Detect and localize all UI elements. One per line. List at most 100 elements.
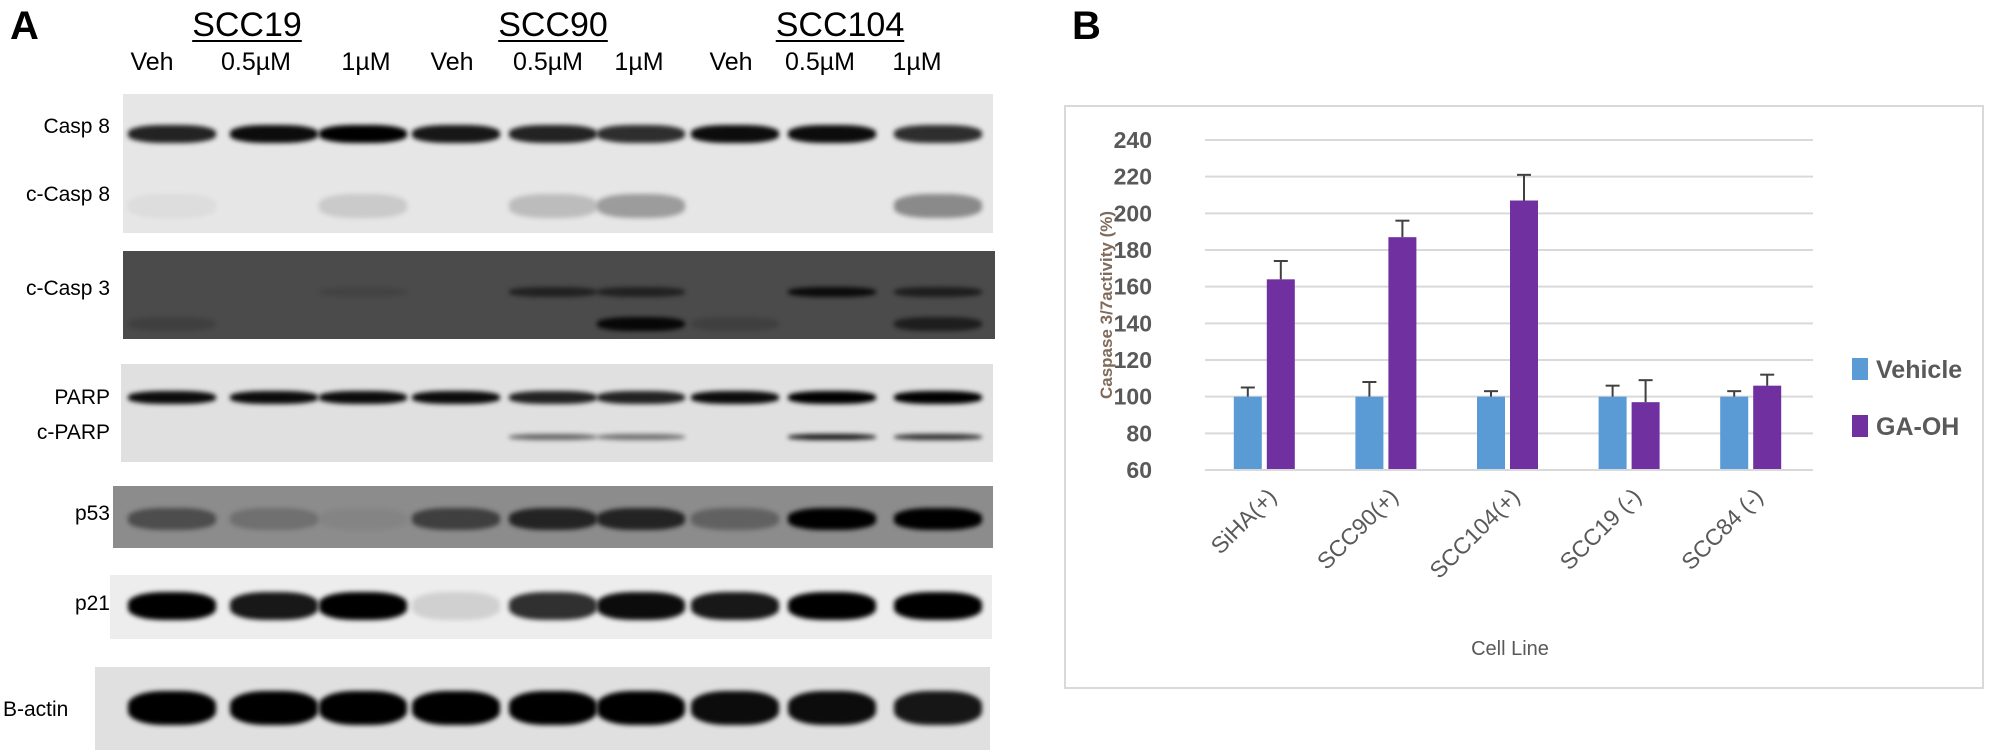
lane-label: 1µM (892, 48, 942, 76)
blot-band (230, 508, 318, 530)
blot-band (788, 287, 876, 297)
legend-label: Vehicle (1876, 356, 1962, 384)
parp-blot (121, 364, 993, 462)
y-tick-label: 180 (1114, 237, 1152, 263)
blot-band (894, 125, 982, 143)
blot-band (128, 194, 216, 218)
lane-label: 1µM (341, 48, 391, 76)
blot-band (691, 508, 779, 530)
blot-band (788, 434, 876, 440)
p53-blot (113, 486, 993, 548)
y-tick-label: 240 (1114, 127, 1152, 153)
blot-band (894, 317, 982, 331)
x-tick-label: SCC90(+) (1312, 483, 1403, 574)
blot-band (691, 691, 779, 725)
blot-row-label: Casp 8 (43, 115, 110, 138)
blot-band (230, 592, 318, 620)
y-tick-label: 60 (1126, 457, 1152, 483)
blot-band (597, 287, 685, 297)
blot-band (509, 391, 597, 404)
lane-label: 0.5µM (785, 48, 855, 76)
blot-band (128, 391, 216, 404)
blot-band (788, 592, 876, 620)
blot-row-label: B-actin (3, 698, 69, 721)
lane-label: 1µM (614, 48, 664, 76)
blot-band (128, 125, 216, 143)
legend-label: GA-OH (1876, 413, 1959, 441)
blot-band (319, 592, 407, 620)
blot-band (509, 434, 597, 440)
blot-band (597, 691, 685, 725)
blot-band (894, 691, 982, 725)
y-tick-label: 140 (1114, 310, 1152, 336)
blot-row-label: c-PARP (36, 421, 110, 444)
casp8-blot (123, 94, 993, 233)
blot-band (230, 691, 318, 725)
blot-band (788, 125, 876, 143)
blot-band (597, 434, 685, 440)
p21-blot (110, 575, 992, 639)
cell-line-heading: SCC104 (775, 6, 905, 44)
blot-row-label: p53 (74, 502, 110, 525)
legend-swatch (1852, 358, 1868, 380)
panel-b-label: B (1072, 4, 1101, 48)
y-tick-label: 200 (1114, 200, 1152, 226)
blot-band (412, 391, 500, 404)
y-tick-label: 120 (1114, 347, 1152, 373)
blot-band (691, 317, 779, 331)
blot-band (597, 592, 685, 620)
blot-band (597, 125, 685, 143)
blot-band (597, 317, 685, 331)
blot-band (509, 691, 597, 725)
blot-row-label: c-Casp 8 (25, 183, 110, 206)
bar-ga-oh (1510, 200, 1538, 470)
blot-band (597, 508, 685, 530)
bar-ga-oh (1388, 237, 1417, 470)
lane-label: Veh (709, 48, 753, 76)
blot-band (319, 691, 407, 725)
blot-band (128, 691, 216, 725)
blot-row-label: c-Casp 3 (25, 277, 110, 300)
bar-vehicle (1477, 396, 1505, 470)
blot-band (788, 391, 876, 404)
blot-band (509, 287, 597, 297)
panel-a-label: A (10, 4, 39, 48)
c-casp3-blot (123, 251, 995, 339)
blot-band (597, 391, 685, 404)
blot-band (894, 391, 982, 404)
bar-ga-oh (1266, 279, 1295, 470)
y-axis-label: Caspase 3/7activity (%) (1097, 211, 1116, 399)
blot-band (691, 592, 779, 620)
blot-band (128, 592, 216, 620)
blot-band (319, 194, 407, 218)
blot-row-label: p21 (74, 592, 110, 615)
y-tick-label: 220 (1114, 164, 1152, 190)
bar-vehicle (1720, 396, 1749, 470)
cell-line-heading: SCC19 (192, 6, 302, 44)
bar-vehicle (1598, 396, 1627, 470)
blot-band (128, 508, 216, 530)
lane-label: 0.5µM (221, 48, 291, 76)
lane-label: Veh (430, 48, 474, 76)
blot-band (412, 508, 500, 530)
y-tick-label: 100 (1114, 384, 1152, 410)
chart-frame (1064, 105, 1984, 689)
blot-band (788, 691, 876, 725)
blot-band (230, 125, 318, 143)
x-tick-label: SCC104(+) (1424, 483, 1524, 583)
blot-band (319, 508, 407, 530)
blot-row-label: PARP (54, 386, 110, 409)
blot-band (128, 317, 216, 331)
blot-band (788, 508, 876, 530)
blot-band (509, 592, 597, 620)
x-tick-label: SiHA(+) (1206, 483, 1282, 559)
blot-band (509, 508, 597, 530)
blot-band (319, 391, 407, 404)
blot-band (412, 592, 500, 620)
lane-label: Veh (130, 48, 174, 76)
y-tick-label: 80 (1126, 420, 1152, 446)
blot-band (230, 391, 318, 404)
blot-band (894, 194, 982, 218)
x-axis-label: Cell Line (1471, 638, 1549, 660)
